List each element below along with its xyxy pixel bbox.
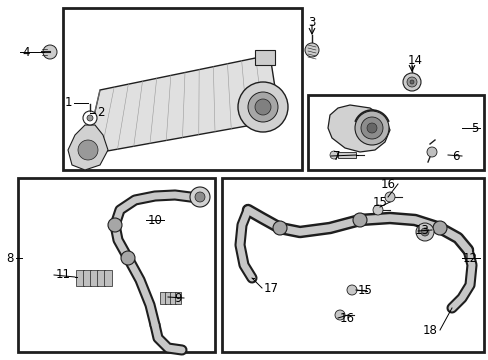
Polygon shape [327, 105, 389, 152]
Bar [97, 270, 105, 286]
Text: 8: 8 [7, 252, 14, 265]
Bar [90, 270, 98, 286]
Circle shape [432, 221, 446, 235]
Circle shape [190, 187, 209, 207]
Polygon shape [68, 125, 108, 170]
Text: 9: 9 [174, 292, 182, 305]
Bar [307, 95, 483, 170]
Text: 16: 16 [380, 177, 395, 190]
Circle shape [360, 117, 382, 139]
Circle shape [354, 111, 388, 145]
Bar [222, 178, 483, 352]
Circle shape [195, 192, 204, 202]
Bar [76, 270, 84, 286]
Circle shape [238, 82, 287, 132]
Circle shape [78, 140, 98, 160]
Circle shape [426, 147, 436, 157]
Bar [175, 292, 181, 304]
Bar [104, 270, 112, 286]
Bar [164, 292, 171, 304]
Text: 13: 13 [414, 224, 429, 237]
Circle shape [247, 92, 278, 122]
Circle shape [420, 228, 428, 236]
Circle shape [108, 218, 122, 232]
Text: 1: 1 [64, 96, 72, 109]
Circle shape [87, 115, 93, 121]
Text: 6: 6 [451, 149, 459, 162]
Text: 2: 2 [97, 107, 104, 120]
Circle shape [352, 213, 366, 227]
Circle shape [305, 43, 318, 57]
Text: 15: 15 [372, 195, 387, 208]
Text: 14: 14 [407, 54, 422, 67]
Bar [170, 292, 176, 304]
Circle shape [372, 205, 382, 215]
Text: 18: 18 [422, 324, 437, 337]
Text: 11: 11 [56, 269, 71, 282]
Circle shape [409, 80, 413, 84]
Circle shape [415, 223, 433, 241]
Circle shape [366, 123, 376, 133]
Text: 4: 4 [22, 45, 29, 58]
Text: 15: 15 [357, 284, 372, 297]
Circle shape [254, 99, 270, 115]
Bar [18, 178, 215, 352]
Circle shape [334, 310, 345, 320]
Bar [160, 292, 165, 304]
Bar [337, 152, 355, 158]
Text: 3: 3 [307, 15, 315, 28]
Text: 12: 12 [462, 252, 477, 265]
Polygon shape [85, 55, 280, 155]
Bar [63, 8, 302, 170]
Text: 7: 7 [332, 149, 340, 162]
Text: 16: 16 [339, 311, 354, 324]
Text: 5: 5 [469, 122, 477, 135]
Bar [83, 270, 91, 286]
Circle shape [384, 192, 394, 202]
Circle shape [346, 285, 356, 295]
Circle shape [121, 251, 135, 265]
Circle shape [406, 77, 416, 87]
Circle shape [402, 73, 420, 91]
Circle shape [83, 111, 97, 125]
Circle shape [43, 45, 57, 59]
Circle shape [272, 221, 286, 235]
Text: 10: 10 [148, 213, 163, 226]
Text: 17: 17 [264, 282, 279, 294]
Bar [254, 50, 274, 65]
Circle shape [329, 151, 337, 159]
